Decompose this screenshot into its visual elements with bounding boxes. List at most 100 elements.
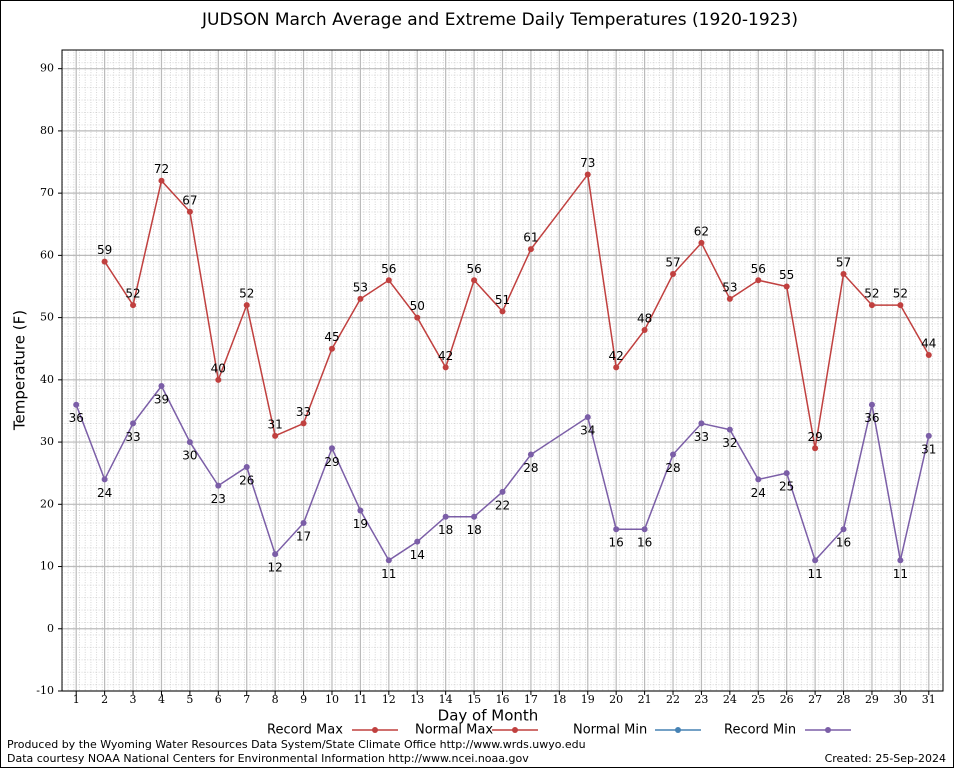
point	[783, 283, 790, 290]
legend-label: Record Max	[267, 723, 343, 738]
point	[471, 513, 478, 520]
point	[272, 432, 279, 439]
point	[641, 327, 648, 334]
point	[385, 557, 392, 564]
y-tick-label: 90	[40, 62, 54, 75]
x-tick-label: 21	[638, 693, 652, 706]
point	[840, 271, 847, 278]
point	[584, 414, 591, 421]
data-label: 16	[609, 536, 624, 550]
series-line	[75, 384, 930, 562]
x-tick-label: 2	[101, 693, 108, 706]
point	[527, 246, 534, 253]
y-tick-label: 0	[47, 622, 54, 635]
chart-title: JUDSON March Average and Extreme Daily T…	[201, 10, 798, 30]
data-label: 67	[182, 193, 197, 207]
x-tick-label: 10	[325, 693, 339, 706]
y-tick-label: 80	[40, 124, 54, 137]
x-tick-label: 12	[382, 693, 396, 706]
data-label: 33	[694, 430, 709, 444]
x-tick-label: 14	[439, 693, 453, 706]
point	[101, 476, 108, 483]
point	[73, 401, 80, 408]
x-tick-label: 8	[272, 693, 279, 706]
point	[897, 302, 904, 309]
x-tick-label: 19	[581, 693, 595, 706]
data-label: 25	[779, 480, 794, 494]
data-label: 52	[125, 287, 140, 301]
point	[584, 171, 591, 178]
y-tick-label: 60	[40, 248, 54, 261]
legend-marker	[512, 727, 518, 733]
data-label: 56	[466, 262, 481, 276]
data-label: 40	[211, 361, 226, 375]
x-tick-label: 6	[215, 693, 222, 706]
data-label: 32	[722, 436, 737, 450]
point	[698, 420, 705, 427]
point	[726, 426, 733, 433]
point	[300, 420, 307, 427]
point	[385, 277, 392, 284]
data-label: 12	[268, 561, 283, 575]
point	[243, 463, 250, 470]
data-label: 36	[69, 411, 84, 425]
plot-frame	[61, 49, 944, 692]
data-label: 53	[353, 280, 368, 294]
y-tick-label: 50	[40, 311, 54, 324]
point	[328, 445, 335, 452]
data-label: 23	[211, 492, 226, 506]
y-tick-label: 40	[40, 373, 54, 386]
point	[670, 271, 677, 278]
point	[613, 526, 620, 533]
data-label: 22	[495, 498, 510, 512]
point	[755, 277, 762, 284]
point	[499, 308, 506, 315]
data-label: 61	[523, 231, 538, 245]
point	[101, 258, 108, 265]
data-label: 48	[637, 312, 652, 326]
data-label: 11	[893, 567, 908, 581]
data-label: 57	[836, 256, 851, 270]
x-tick-label: 26	[780, 693, 794, 706]
point	[414, 538, 421, 545]
point	[613, 364, 620, 371]
point	[243, 302, 250, 309]
point	[328, 345, 335, 352]
point	[527, 451, 534, 458]
point	[698, 239, 705, 246]
x-tick-label: 15	[467, 693, 481, 706]
point	[868, 401, 875, 408]
data-label: 62	[694, 224, 709, 238]
point	[357, 295, 364, 302]
data-label: 45	[324, 330, 339, 344]
legend-label: Normal Max	[415, 723, 493, 738]
point	[442, 513, 449, 520]
data-label: 26	[239, 473, 254, 487]
x-tick-label: 29	[865, 693, 879, 706]
legend-marker	[675, 727, 681, 733]
footer-text: Produced by the Wyoming Water Resources …	[7, 738, 586, 751]
footer-text: Data courtesy NOAA National Centers for …	[7, 752, 529, 765]
x-tick-label: 5	[186, 693, 193, 706]
x-tick-label: 25	[751, 693, 765, 706]
data-label: 52	[239, 287, 254, 301]
x-axis-label: Day of Month	[438, 707, 539, 725]
point	[357, 507, 364, 514]
data-label: 24	[751, 486, 766, 500]
data-label: 44	[921, 336, 936, 350]
data-label: 42	[609, 349, 624, 363]
point	[670, 451, 677, 458]
point	[158, 383, 165, 390]
data-label: 72	[154, 162, 169, 176]
x-tick-label: 13	[410, 693, 424, 706]
data-label: 55	[779, 268, 794, 282]
data-label: 36	[864, 411, 879, 425]
point	[414, 314, 421, 321]
data-label: 16	[637, 536, 652, 550]
footer-text: Created: 25-Sep-2024	[825, 752, 946, 765]
data-label: 11	[807, 567, 822, 581]
point	[499, 488, 506, 495]
point	[812, 445, 819, 452]
point	[840, 526, 847, 533]
